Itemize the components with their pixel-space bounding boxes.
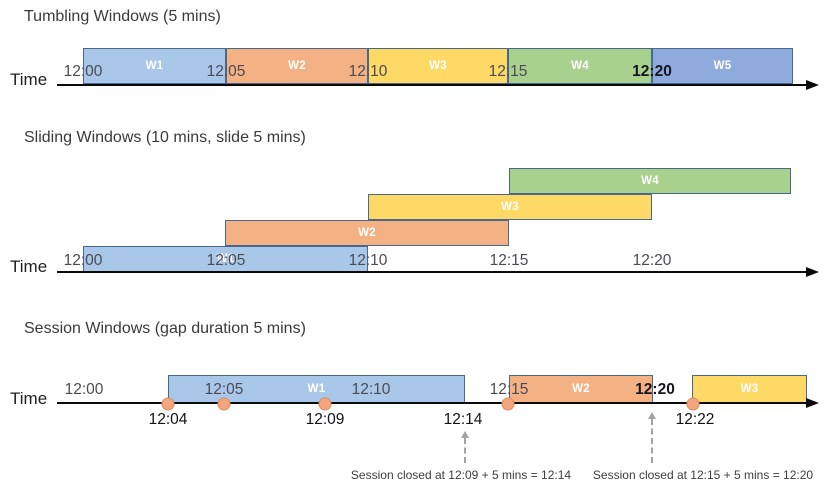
section-title-tumbling: Tumbling Windows (5 mins) <box>24 8 221 25</box>
window-label: W2 <box>288 60 306 72</box>
time-tick-label: 12:05 <box>204 381 244 398</box>
window-label: W4 <box>571 60 589 72</box>
callout-arrow-line <box>651 419 653 463</box>
event-dot <box>318 397 332 411</box>
time-tick-label: 12:15 <box>489 252 529 269</box>
window-bar-w2: W2 <box>226 48 368 84</box>
window-label: W2 <box>358 227 376 239</box>
time-axis-label: Time <box>10 389 48 408</box>
section-title-session: Session Windows (gap duration 5 mins) <box>24 320 306 337</box>
callout-arrow-line <box>464 438 466 463</box>
timeline-arrowhead-icon <box>806 267 819 277</box>
event-dot <box>161 397 175 411</box>
window-bar-w4: W4 <box>508 48 652 84</box>
time-tick-label: 12:20 <box>635 381 675 398</box>
timeline-axis <box>57 271 806 273</box>
timeline-arrowhead-icon <box>806 398 819 408</box>
session-closed-annotation: Session closed at 12:15 + 5 mins = 12:20 <box>592 468 814 482</box>
window-bar-w3: W3 <box>368 48 508 84</box>
window-label: W3 <box>740 383 759 395</box>
window-bar-w3: W3 <box>692 375 807 403</box>
window-bar-w1: W1 <box>83 48 226 84</box>
time-tick-label: 12:15 <box>489 381 529 398</box>
time-tick-label: 12:05 <box>206 252 246 269</box>
time-tick-label: 12:20 <box>632 252 672 269</box>
event-time-label: 12:09 <box>305 411 345 428</box>
section-title-sliding: Sliding Windows (10 mins, slide 5 mins) <box>24 129 306 146</box>
window-bar-w3: W3 <box>368 194 652 220</box>
timeline-arrowhead-icon <box>806 80 819 90</box>
window-label: W3 <box>501 201 519 213</box>
window-label: W1 <box>307 383 326 395</box>
window-bar-w4: W4 <box>509 168 791 194</box>
window-bar-w5: W5 <box>652 48 793 84</box>
timeline-axis <box>57 402 806 404</box>
event-dot <box>217 397 231 411</box>
event-time-label: 12:04 <box>148 411 188 428</box>
window-bar-w2: W2 <box>509 375 653 403</box>
callout-arrow-icon <box>461 431 469 438</box>
window-label: W1 <box>216 253 235 265</box>
time-axis-label: Time <box>10 257 48 276</box>
callout-arrow-icon <box>648 412 656 419</box>
time-tick-label: 12:00 <box>64 381 104 398</box>
session-closed-annotation: Session closed at 12:09 + 5 mins = 12:14 <box>350 468 572 482</box>
event-dot <box>686 397 700 411</box>
event-time-label: 12:14 <box>443 411 483 428</box>
time-tick-label: 12:00 <box>63 252 103 269</box>
event-time-label: 12:22 <box>675 411 715 428</box>
time-tick-label: 12:10 <box>348 63 388 80</box>
time-tick-label: 12:10 <box>351 381 391 398</box>
event-dot <box>501 397 515 411</box>
time-tick-label: 12:00 <box>63 63 103 80</box>
window-bar-w1: W1 <box>83 246 368 272</box>
time-tick-label: 12:10 <box>348 252 388 269</box>
time-tick-label: 12:15 <box>488 63 528 80</box>
time-tick-label: 12:20 <box>632 63 672 80</box>
window-bar-w2: W2 <box>225 220 509 246</box>
time-tick-label: 12:05 <box>206 63 246 80</box>
timeline-axis <box>57 84 806 86</box>
window-label: W3 <box>429 60 447 72</box>
window-bar-w1: W1 <box>168 375 465 403</box>
window-label: W4 <box>641 175 659 187</box>
window-label: W5 <box>713 60 732 72</box>
window-label: W1 <box>145 60 164 72</box>
window-label: W2 <box>572 383 590 395</box>
time-axis-label: Time <box>10 70 48 89</box>
